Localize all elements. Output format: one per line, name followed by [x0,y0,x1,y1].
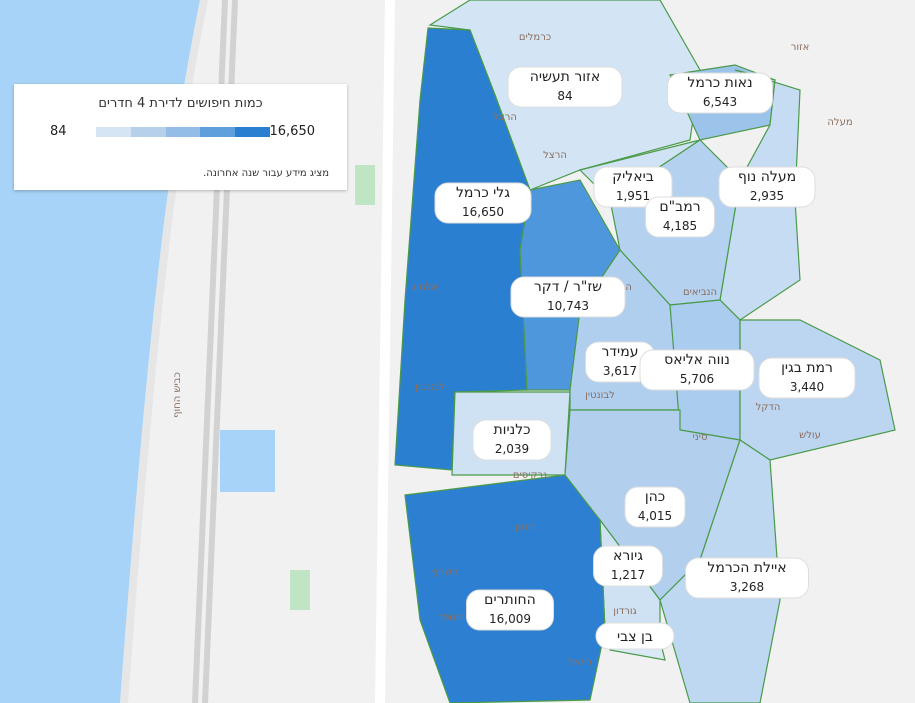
street-label: הגפן [515,522,535,533]
area-value: 16,650 [462,205,504,219]
area-value: 3,617 [603,364,637,378]
street-label: לבונטין [585,390,615,401]
street-label: הרצל [493,112,517,123]
area-label [593,166,673,208]
area-name: נווה אליאס [664,352,730,368]
area-value: 1,217 [611,568,645,582]
park [290,570,310,610]
area-value: 2,039 [495,442,529,456]
area-value: 4,015 [638,509,672,523]
area-label [466,589,554,631]
area-name: גלי כרמל [456,185,510,201]
area-name: שז"ר / דקר [534,279,602,295]
street-label: הנביאים [683,287,717,298]
area-label [595,622,675,650]
area-label [510,276,626,318]
area-name: מעלה נוף [738,169,796,185]
area [404,474,606,703]
area-value: 3,440 [790,380,824,394]
area-name: נאות כרמל [687,75,752,91]
area-value: 4,185 [663,219,697,233]
area-value: 2,935 [750,189,784,203]
street-label: עולש [799,430,821,441]
area-name: אזור תעשיה [530,69,601,85]
street-label: לבונטין [415,382,445,393]
shore [120,0,208,703]
legend-title: כמות חיפושים לדירת 4 חדרים [98,96,263,111]
area-label [685,557,809,599]
highway [375,0,395,703]
legend-min: 84 [50,124,67,139]
park [355,165,375,205]
area-value: 3,268 [730,580,764,594]
area [394,27,531,471]
area-name: בן צבי [617,629,653,645]
area-label [667,72,773,114]
street-label: גורדון [613,606,636,617]
legend-scale [96,127,270,137]
street-label: הרצל [543,150,567,161]
street-label: כביש החוף [172,372,183,418]
area-name: כלניות [493,422,530,438]
area-label [507,66,623,108]
area-name: רמת בגין [781,360,833,376]
street-label: סיני [693,432,708,443]
area-label [645,196,715,238]
area-label [639,349,755,391]
area-name: גיורא [613,548,643,564]
street-label: הנופר [437,612,462,623]
pond [220,430,275,492]
area-value: 84 [557,89,572,103]
street-label: ריזאל [568,657,592,668]
area-label [472,419,552,461]
area-name: החותרים [484,592,536,608]
area-value: 10,743 [547,299,589,313]
street-label: הדקל [756,402,781,413]
area-name: כהן [645,489,665,505]
street-label: מעלה [827,117,852,128]
area-value: 6,543 [703,95,737,109]
area-label [758,357,856,399]
area-label [593,545,663,587]
street-label: השחף [432,567,459,578]
area-value: 16,009 [489,612,531,626]
area-name: איילת הכרמל [707,560,786,576]
area-label [624,486,686,528]
street-label: אלמוג [412,282,438,293]
area-value: 1,951 [616,189,650,203]
legend: כמות חיפושים לדירת 4 חדרים 16,650 84 מצי… [14,84,347,190]
street-label: נרקיסים [513,470,547,481]
street-label: אזור [791,42,810,53]
area-label [434,182,532,224]
area-name: ביאליק [612,169,654,185]
area-label [718,166,816,208]
legend-max: 16,650 [269,124,316,139]
street-label: כרמלים [519,32,551,43]
area-name: עמידר [602,344,639,360]
area-value: 5,706 [680,372,714,386]
area-name: רמב"ם [659,199,700,215]
legend-note: מציג מידע עבור שנה אחרונה. [203,168,329,179]
